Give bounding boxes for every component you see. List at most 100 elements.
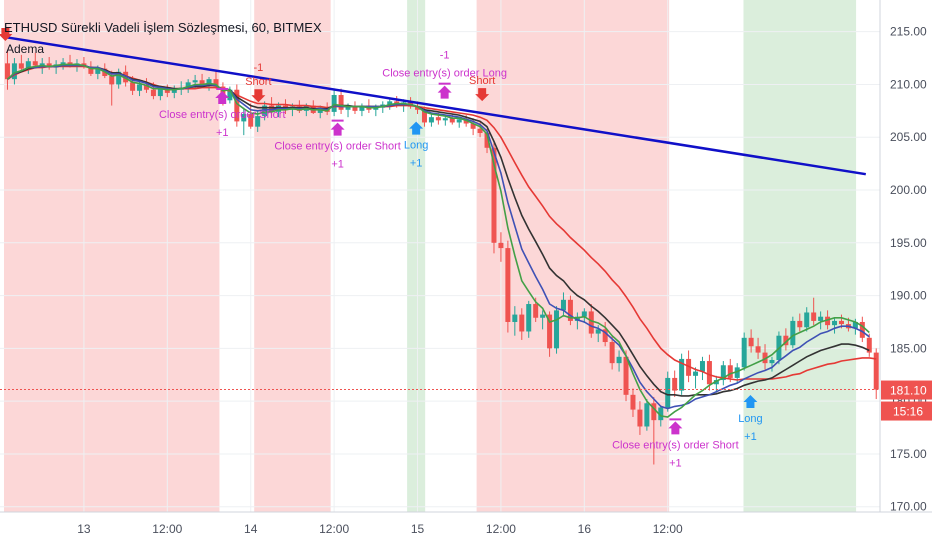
candle[interactable] <box>755 337 761 359</box>
candle[interactable] <box>790 316 796 349</box>
candle[interactable] <box>25 58 31 74</box>
candle-body <box>352 106 358 111</box>
signal-label: Close entry(s) order Short <box>612 439 739 451</box>
candle[interactable] <box>748 329 754 353</box>
candle-body <box>574 316 580 321</box>
time-tick: 12:00 <box>653 522 683 536</box>
candle[interactable] <box>248 103 254 129</box>
candle[interactable] <box>512 306 518 336</box>
candle[interactable] <box>567 295 573 326</box>
candle[interactable] <box>644 399 650 431</box>
candle-body <box>838 320 844 325</box>
candle[interactable] <box>241 107 247 136</box>
candle[interactable] <box>560 292 566 317</box>
zone-short <box>254 0 331 512</box>
signal-long: Long +1 <box>404 121 428 170</box>
candle[interactable] <box>811 297 817 326</box>
signal-close: Close entry(s) order Short +1 <box>159 87 286 139</box>
candle[interactable] <box>602 321 608 347</box>
short-arrow-icon <box>0 28 13 42</box>
candle[interactable] <box>554 306 560 354</box>
candle[interactable] <box>762 344 768 370</box>
candle[interactable] <box>699 356 705 381</box>
candle[interactable] <box>11 58 17 85</box>
candle[interactable] <box>873 348 879 400</box>
candle[interactable] <box>359 103 365 117</box>
candle[interactable] <box>616 350 622 372</box>
candle[interactable] <box>331 89 337 117</box>
candle[interactable] <box>797 313 803 332</box>
candle[interactable] <box>338 88 344 115</box>
candles[interactable] <box>4 50 879 465</box>
candle[interactable] <box>18 54 24 72</box>
close-arrow-icon <box>215 90 230 104</box>
candle[interactable] <box>442 116 448 126</box>
candle-body <box>588 311 594 334</box>
candle[interactable] <box>234 84 240 127</box>
long-arrow-icon <box>409 121 424 135</box>
signal-label: Close entry(s) order Short <box>159 109 286 121</box>
candle[interactable] <box>46 57 52 70</box>
candle[interactable] <box>171 85 177 99</box>
candle-body <box>720 365 726 381</box>
candle[interactable] <box>269 97 275 117</box>
candle-body <box>762 352 768 364</box>
signal-close: Close entry(s) order Long -1 <box>382 50 507 99</box>
candle[interactable] <box>665 371 671 412</box>
candle[interactable] <box>623 350 629 402</box>
candle-body <box>199 80 205 85</box>
candle[interactable] <box>866 333 872 357</box>
countdown-label: 15:16 <box>893 405 923 419</box>
candle[interactable] <box>505 240 511 333</box>
trendline-layer[interactable] <box>3 35 866 176</box>
signal-close: Close entry(s) order Short +1 <box>612 418 739 469</box>
candle[interactable] <box>769 356 775 372</box>
candle[interactable] <box>741 332 747 371</box>
candle[interactable] <box>859 316 865 343</box>
candle[interactable] <box>540 310 546 330</box>
candle[interactable] <box>526 300 532 338</box>
close-marker <box>669 418 682 421</box>
candle-body <box>359 105 365 111</box>
candle[interactable] <box>116 68 122 89</box>
chart-title[interactable]: ETHUSD Sürekli Vadeli İşlem Sözleşmesi, … <box>4 20 322 35</box>
candle-body <box>192 80 198 83</box>
candle-body <box>637 409 643 427</box>
candle[interactable] <box>783 328 789 351</box>
candle-body <box>797 320 803 328</box>
candle[interactable] <box>693 367 699 389</box>
candle[interactable] <box>804 307 810 332</box>
price-axis[interactable]: 215.00 210.00 205.00 200.00 195.00 190.00 185.… <box>890 25 927 514</box>
signal-long: Long +1 <box>738 394 763 443</box>
candle[interactable] <box>609 335 615 370</box>
candle[interactable] <box>428 114 434 127</box>
candle[interactable] <box>832 317 838 334</box>
candle[interactable] <box>352 101 358 115</box>
candle[interactable] <box>581 308 587 324</box>
candle-body <box>164 88 170 93</box>
candle-body <box>435 117 441 121</box>
candle[interactable] <box>491 142 497 254</box>
candle[interactable] <box>4 50 10 90</box>
candle[interactable] <box>679 353 685 395</box>
candle[interactable] <box>720 361 726 386</box>
candle[interactable] <box>262 101 268 121</box>
candle[interactable] <box>164 84 170 98</box>
trendline[interactable] <box>3 35 866 176</box>
long-arrow-icon <box>743 394 758 408</box>
time-axis[interactable]: 13 12:00 14 12:00 15 12:00 16 12:00 <box>77 522 683 536</box>
candle[interactable] <box>574 312 580 330</box>
indicator-name[interactable]: Adema <box>6 42 44 56</box>
candle-body <box>241 114 247 122</box>
candle[interactable] <box>547 311 553 357</box>
time-tick: 13 <box>77 522 91 536</box>
candle-body <box>449 118 455 123</box>
candle[interactable] <box>519 308 525 340</box>
candle[interactable] <box>818 311 824 330</box>
candle[interactable] <box>630 388 636 417</box>
candle[interactable] <box>672 370 678 397</box>
ma-line <box>7 64 870 410</box>
candle[interactable] <box>637 401 643 435</box>
candle[interactable] <box>498 232 504 262</box>
